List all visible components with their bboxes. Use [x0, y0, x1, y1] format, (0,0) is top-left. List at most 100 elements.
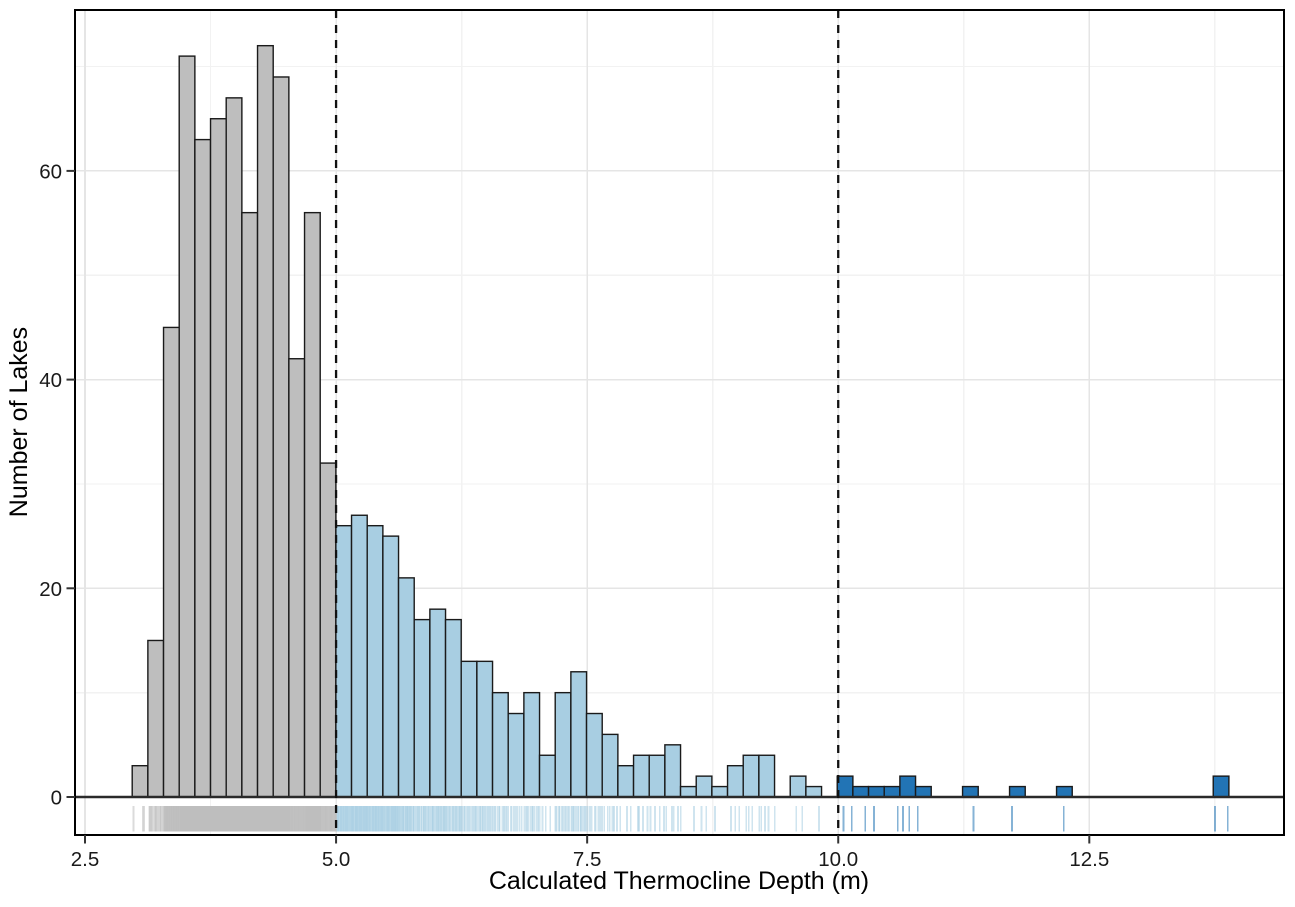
- rug-tick: [429, 806, 432, 832]
- histogram-bar: [303, 211, 321, 798]
- histogram-bar: [805, 785, 823, 798]
- rug-tick: [795, 806, 798, 832]
- rug-tick: [850, 806, 853, 832]
- rug-tick: [606, 806, 609, 832]
- histogram-bar: [382, 535, 400, 798]
- rug-tick: [496, 806, 499, 832]
- rug-tick: [434, 806, 437, 832]
- rug-tick: [340, 806, 343, 832]
- rug-tick: [649, 806, 652, 832]
- histogram-bar: [1212, 775, 1230, 798]
- rug-tick: [751, 806, 754, 832]
- rug-tick: [603, 806, 606, 832]
- histogram-bar: [444, 618, 462, 798]
- histogram-bar: [319, 462, 337, 798]
- reference-lines-layer: [74, 9, 1285, 836]
- rug-tick: [523, 806, 526, 832]
- rug-tick: [738, 806, 741, 832]
- rug-tick: [456, 806, 459, 832]
- rug-tick: [477, 806, 480, 832]
- histogram-bar: [648, 754, 666, 798]
- histogram-bar: [836, 775, 854, 798]
- rug-tick: [658, 806, 661, 832]
- rug-tick: [535, 806, 538, 832]
- rug-tick: [469, 806, 471, 832]
- rug-tick: [225, 806, 228, 832]
- histogram-bar: [664, 744, 682, 798]
- histogram-bar: [476, 660, 494, 798]
- y-tick-label: 40: [39, 369, 62, 392]
- rug-tick: [654, 806, 656, 832]
- histogram-bar: [366, 524, 384, 798]
- rug-tick: [642, 806, 644, 832]
- rug-tick: [590, 806, 593, 832]
- rug-tick: [377, 806, 380, 832]
- rug-tick: [428, 806, 431, 832]
- x-tick-label: 7.5: [573, 848, 602, 871]
- rug-tick: [418, 806, 421, 832]
- rug-tick: [366, 806, 369, 832]
- rug-tick: [351, 806, 353, 832]
- rug-tick: [460, 806, 463, 832]
- rug-tick: [608, 806, 611, 832]
- rug-tick: [142, 806, 144, 832]
- rug-tick: [415, 806, 418, 832]
- rug-tick: [531, 806, 534, 832]
- rug-tick: [529, 806, 532, 832]
- rug-tick: [420, 806, 423, 832]
- histogram-bar: [413, 618, 431, 798]
- rug-tick: [745, 806, 747, 832]
- axes-layer: 2.5 5.0 7.5 10.0 12.5 0 20 40 60: [39, 160, 1109, 871]
- rug-tick: [509, 806, 512, 832]
- rug-tick: [455, 806, 458, 832]
- rug-tick: [537, 806, 539, 832]
- rug-tick: [561, 806, 564, 832]
- rug-tick: [593, 806, 596, 832]
- rug-tick: [503, 806, 505, 832]
- rug-tick: [457, 806, 460, 832]
- histogram-bar: [617, 764, 635, 798]
- rug-tick: [544, 806, 547, 832]
- rug-tick: [619, 806, 622, 832]
- rug-tick: [583, 806, 586, 832]
- histogram-bar: [147, 639, 165, 798]
- rug-tick: [304, 806, 306, 832]
- rug-tick: [589, 806, 591, 832]
- rug-tick: [616, 806, 618, 832]
- rug-tick: [464, 806, 466, 832]
- rug-tick: [438, 806, 441, 832]
- histogram-bar: [350, 514, 368, 798]
- rug-tick: [356, 806, 358, 832]
- rug-tick: [714, 806, 716, 832]
- rug-tick: [483, 806, 486, 832]
- rug-tick: [257, 806, 259, 832]
- rug-tick: [382, 806, 385, 832]
- rug-tick: [665, 806, 668, 832]
- rug-tick: [758, 806, 760, 832]
- histogram-bar: [241, 211, 259, 798]
- rug-tick: [902, 806, 904, 832]
- rug-tick: [151, 806, 153, 832]
- rug-tick: [448, 806, 451, 832]
- rug-tick: [432, 806, 435, 832]
- rug-tick: [581, 806, 584, 832]
- rug-tick: [873, 806, 875, 832]
- histogram-bar: [883, 785, 901, 798]
- rug-tick: [533, 806, 536, 832]
- rug-tick: [401, 806, 403, 832]
- rug-tick: [453, 806, 456, 832]
- rug-tick: [585, 806, 588, 832]
- rug-tick: [818, 806, 820, 832]
- rug-tick: [335, 806, 338, 832]
- rug-tick: [570, 806, 573, 832]
- x-tick-label: 2.5: [71, 848, 100, 871]
- rug-tick: [555, 806, 558, 832]
- histogram-bar: [742, 754, 760, 798]
- histogram-bar: [961, 785, 979, 798]
- rug-tick: [501, 806, 504, 832]
- rug-tick: [156, 806, 159, 832]
- rug-tick: [611, 806, 614, 832]
- histogram-bar: [131, 764, 149, 798]
- rug-tick: [157, 806, 160, 832]
- rug-tick: [693, 806, 695, 832]
